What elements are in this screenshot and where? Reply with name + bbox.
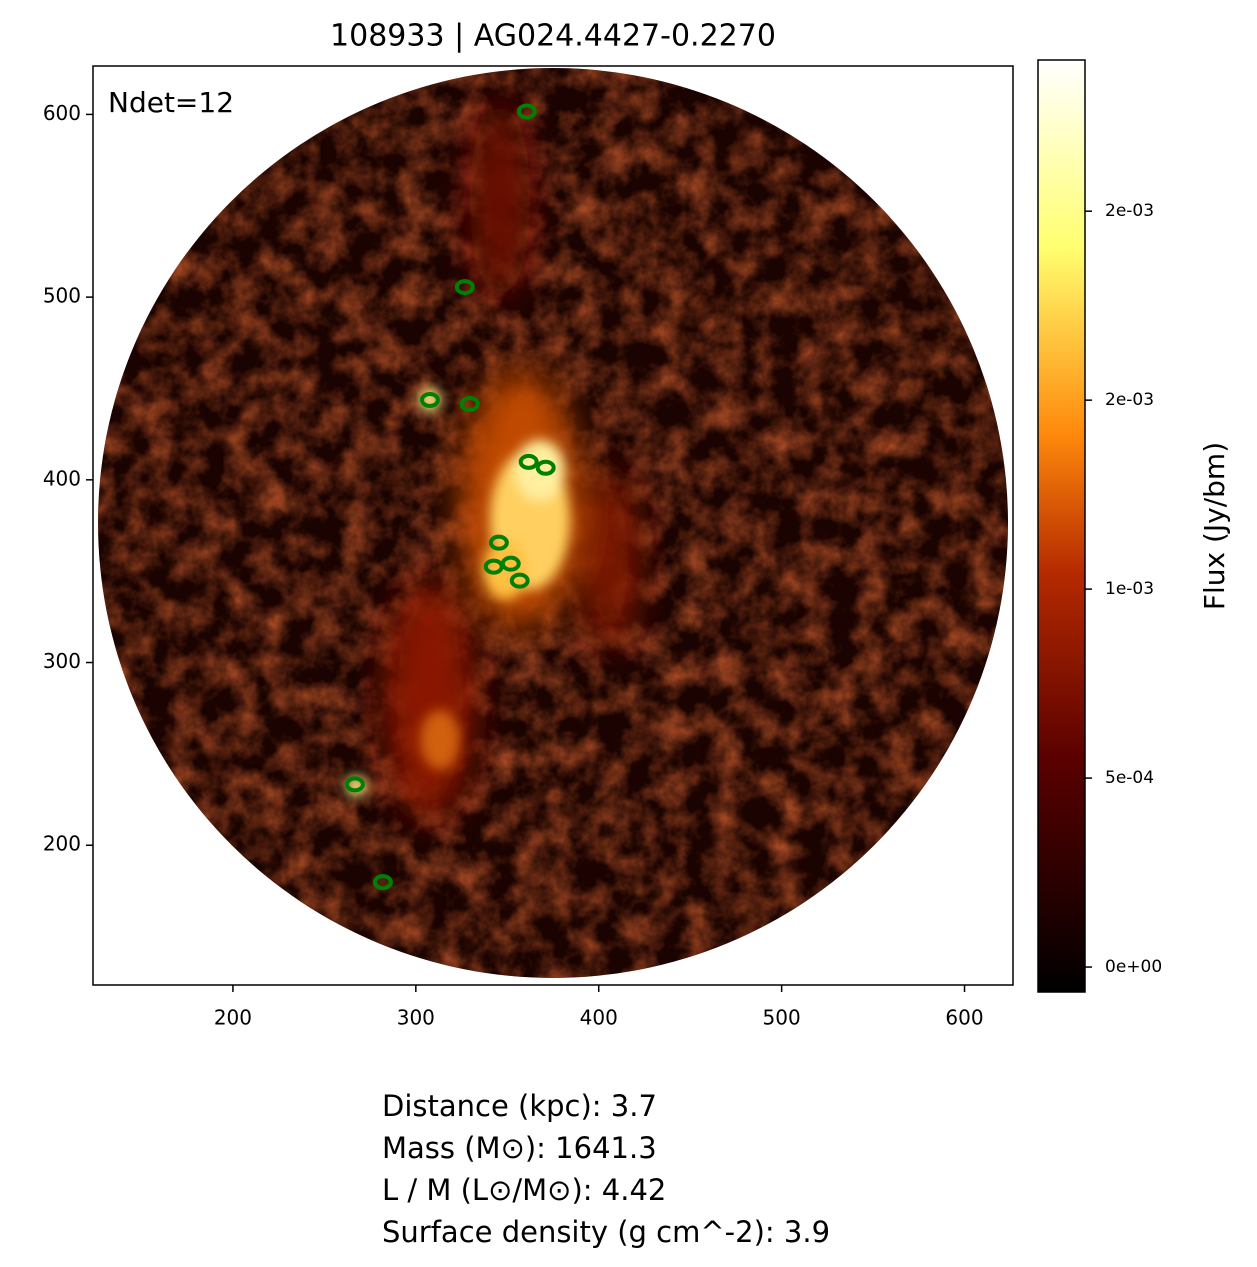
y-tick-label: 400 — [43, 466, 81, 490]
info-value: 1641.3 — [555, 1131, 656, 1165]
y-tick-label: 600 — [43, 101, 81, 125]
source-ellipse — [419, 391, 440, 408]
source-ellipse — [516, 103, 537, 120]
flux-map — [98, 68, 1008, 978]
x-tick-label: 500 — [763, 1006, 801, 1030]
x-tick-label: 300 — [397, 1006, 435, 1030]
x-tick-label: 200 — [214, 1006, 252, 1030]
info-line: Surface density (g cm^-2): 3.9 — [382, 1215, 830, 1249]
source-ellipse — [372, 874, 393, 891]
info-line: Distance (kpc): 3.7 — [382, 1089, 657, 1123]
source-ellipse — [535, 459, 556, 476]
colorbar-tick-label: 0e+00 — [1105, 957, 1162, 977]
x-tick-label: 400 — [580, 1006, 618, 1030]
y-tick-label: 500 — [43, 284, 81, 308]
chart-title: 108933 | AG024.4427-0.2270 — [330, 19, 776, 54]
y-tick-label: 300 — [43, 649, 81, 673]
colorbar-tick-label: 2e-03 — [1105, 201, 1154, 221]
axes-frame — [92, 65, 1014, 986]
info-line: L / M (L⊙/M⊙): 4.42 — [382, 1173, 666, 1207]
info-line: Mass (M⊙): 1641.3 — [382, 1131, 657, 1165]
info-label: Distance (kpc): — [382, 1089, 602, 1123]
info-value: 3.9 — [784, 1215, 830, 1249]
source-ellipse — [344, 776, 365, 793]
colorbar — [1037, 59, 1086, 993]
source-ellipse — [500, 555, 521, 572]
colorbar-tick-label: 5e-04 — [1105, 768, 1154, 788]
source-ellipse — [454, 279, 475, 296]
source-ellipse — [509, 572, 530, 589]
y-tick-label: 200 — [43, 832, 81, 856]
source-ellipse — [488, 534, 509, 551]
annotation: Ndet=12 — [108, 86, 234, 119]
info-label: Surface density (g cm^-2): — [382, 1215, 775, 1249]
info-label: Mass (M⊙): — [382, 1131, 546, 1165]
colorbar-tick-label: 1e-03 — [1105, 579, 1154, 599]
info-value: 4.42 — [602, 1173, 667, 1207]
source-ellipse — [459, 396, 480, 413]
colorbar-label: Flux (Jy/bm) — [1198, 442, 1231, 610]
colorbar-tick-label: 2e-03 — [1105, 390, 1154, 410]
info-value: 3.7 — [611, 1089, 657, 1123]
source-ellipse — [518, 453, 539, 470]
info-label: L / M (L⊙/M⊙): — [382, 1173, 593, 1207]
x-tick-label: 600 — [945, 1006, 983, 1030]
